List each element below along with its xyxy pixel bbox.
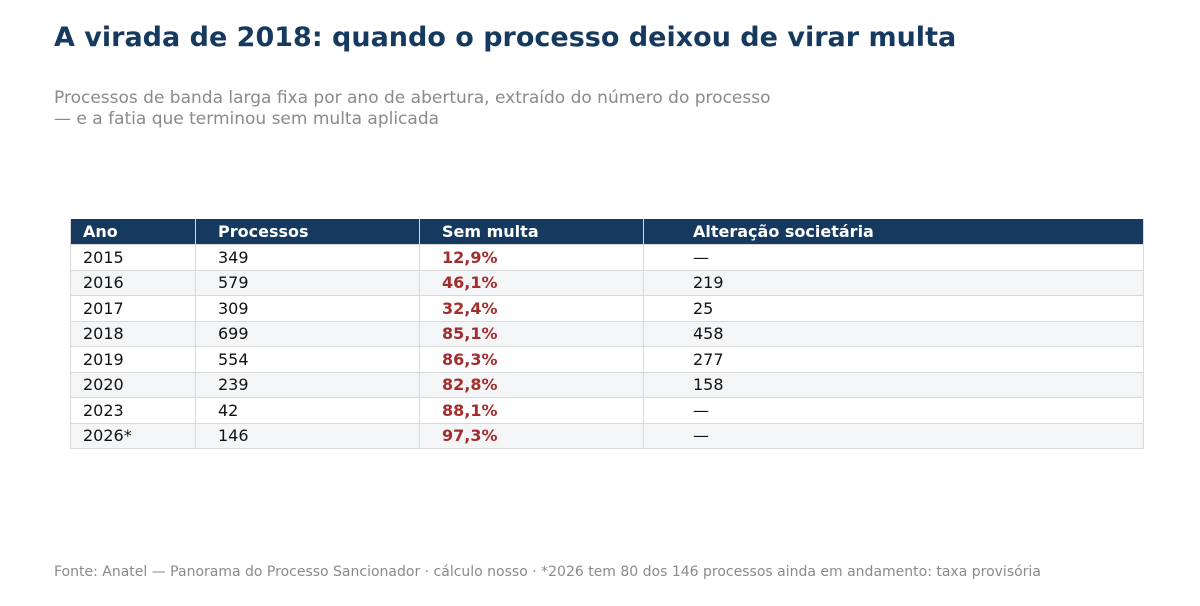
header-alteracao-societaria: Alteração societária — [643, 219, 1144, 245]
cell-alteracao-societaria: 458 — [643, 320, 1144, 347]
cell-processos: 42 — [195, 397, 420, 424]
cell-alteracao-societaria: — — [643, 422, 1144, 449]
table-row: 2016 579 46,1% 219 — [70, 269, 1144, 296]
table-row: 2019 554 86,3% 277 — [70, 346, 1144, 373]
cell-ano: 2020 — [70, 371, 196, 398]
table-row: 2018 699 85,1% 458 — [70, 320, 1144, 347]
cell-ano: 2015 — [70, 244, 196, 271]
cell-processos: 349 — [195, 244, 420, 271]
cell-processos: 699 — [195, 320, 420, 347]
chart-title: A virada de 2018: quando o processo deix… — [54, 22, 957, 53]
cell-ano: 2026* — [70, 422, 196, 449]
chart-subtitle: Processos de banda larga fixa por ano de… — [54, 88, 771, 129]
cell-processos: 554 — [195, 346, 420, 373]
cell-sem-multa: 86,3% — [419, 346, 644, 373]
table-row: 2023 42 88,1% — — [70, 397, 1144, 424]
cell-sem-multa: 97,3% — [419, 422, 644, 449]
cell-sem-multa: 12,9% — [419, 244, 644, 271]
cell-processos: 239 — [195, 371, 420, 398]
cell-alteracao-societaria: 219 — [643, 269, 1144, 296]
table-header-row: Ano Processos Sem multa Alteração societ… — [70, 219, 1144, 245]
source-note: Fonte: Anatel — Panorama do Processo San… — [54, 564, 1041, 580]
cell-alteracao-societaria: — — [643, 397, 1144, 424]
cell-ano: 2016 — [70, 269, 196, 296]
cell-sem-multa: 32,4% — [419, 295, 644, 322]
table-row: 2017 309 32,4% 25 — [70, 295, 1144, 322]
cell-ano: 2017 — [70, 295, 196, 322]
cell-ano: 2019 — [70, 346, 196, 373]
cell-alteracao-societaria: 158 — [643, 371, 1144, 398]
data-table-container: Ano Processos Sem multa Alteração societ… — [70, 219, 1144, 449]
table-body: 2015 349 12,9% —2016 579 46,1% 219 2017 309 32,4%… — [70, 244, 1144, 449]
cell-sem-multa: 85,1% — [419, 320, 644, 347]
cell-alteracao-societaria: — — [643, 244, 1144, 271]
table-row: 2020 239 82,8% 158 — [70, 371, 1144, 398]
table-row: 2026* 146 97,3% — — [70, 422, 1144, 449]
cell-processos: 309 — [195, 295, 420, 322]
header-ano: Ano — [70, 219, 196, 245]
cell-ano: 2018 — [70, 320, 196, 347]
cell-sem-multa: 46,1% — [419, 269, 644, 296]
cell-sem-multa: 82,8% — [419, 371, 644, 398]
header-processos: Processos — [195, 219, 420, 245]
table-row: 2015 349 12,9% — — [70, 244, 1144, 271]
cell-sem-multa: 88,1% — [419, 397, 644, 424]
data-table: Ano Processos Sem multa Alteração societ… — [70, 219, 1144, 449]
cell-alteracao-societaria: 25 — [643, 295, 1144, 322]
header-sem-multa: Sem multa — [419, 219, 644, 245]
cell-alteracao-societaria: 277 — [643, 346, 1144, 373]
cell-ano: 2023 — [70, 397, 196, 424]
cell-processos: 579 — [195, 269, 420, 296]
cell-processos: 146 — [195, 422, 420, 449]
